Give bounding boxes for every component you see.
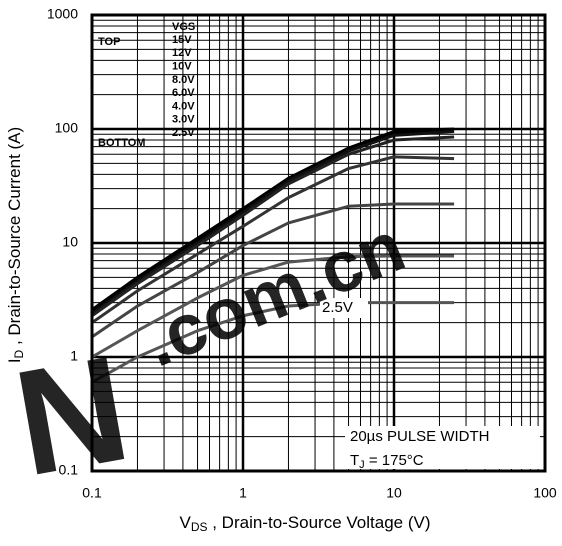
plot-frame xyxy=(90,13,547,473)
curve xyxy=(91,202,455,339)
x-tick-label: 100 xyxy=(533,485,557,501)
temp-sub: J xyxy=(359,459,365,471)
y-label-main: I xyxy=(5,358,24,363)
curve xyxy=(91,301,455,384)
x-label-sub: DS xyxy=(191,520,208,534)
temp-note: TJ = 175°C xyxy=(350,452,424,471)
pulse-note: 20µs PULSE WIDTH xyxy=(350,428,490,445)
legend-bottom: BOTTOM xyxy=(98,137,145,149)
legend-entry: 8.0V xyxy=(172,74,195,86)
curves xyxy=(91,127,455,384)
curve-label: 2.5V xyxy=(322,299,353,316)
x-tick-label: 10 xyxy=(386,485,402,501)
y-axis-label: ID , Drain-to-Source Current (A) xyxy=(5,127,26,363)
legend-entry: 15V xyxy=(172,34,192,46)
curve xyxy=(91,155,455,324)
x-label-main: V xyxy=(180,513,192,532)
legend-entry: 6.0V xyxy=(172,87,195,99)
x-label-rest: , Drain-to-Source Voltage (V) xyxy=(208,513,431,532)
legend-entry: 10V xyxy=(172,61,192,73)
y-label-sub: D xyxy=(12,349,26,358)
y-tick-label: 1000 xyxy=(47,6,78,22)
legend-entry: 3.0V xyxy=(172,114,195,126)
curve xyxy=(91,254,455,359)
temp-rest: = 175°C xyxy=(365,452,424,469)
temp-main: T xyxy=(350,452,359,469)
y-tick-label: 10 xyxy=(62,234,78,250)
y-tick-label: 100 xyxy=(55,120,79,136)
y-tick-label: 1 xyxy=(70,348,78,364)
y-label-rest: , Drain-to-Source Current (A) xyxy=(5,127,24,350)
x-tick-label: 1 xyxy=(239,485,247,501)
legend-entry: 4.0V xyxy=(172,100,195,112)
legend-title: VGS xyxy=(172,21,195,33)
x-tick-label: 0.1 xyxy=(82,485,102,501)
curve xyxy=(91,135,455,317)
curve xyxy=(91,130,455,315)
legend-entry: 2.5V xyxy=(172,127,195,139)
legend-entry: 12V xyxy=(172,47,192,59)
x-axis-label: VDS , Drain-to-Source Voltage (V) xyxy=(180,513,431,534)
legend-top: TOP xyxy=(98,36,120,48)
label-bg xyxy=(320,298,368,318)
y-tick-label: 0.1 xyxy=(59,462,79,478)
note-bg xyxy=(345,426,540,469)
